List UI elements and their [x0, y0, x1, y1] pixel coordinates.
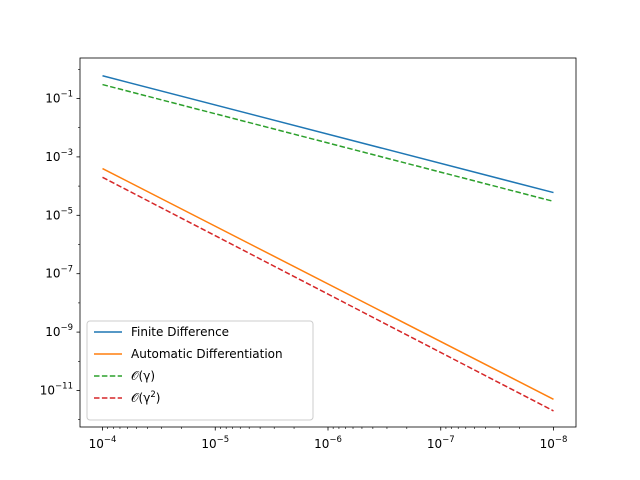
x-axis: 10−4 10−5 10−6 10−7 10−8: [89, 427, 568, 451]
x-tick-label: 10−6: [314, 435, 342, 451]
x-tick-label: 10−7: [427, 435, 455, 451]
x-tick-label: 10−4: [89, 435, 117, 451]
legend-label-3: 𝒪(γ): [131, 369, 155, 383]
series-line-4: [102, 176, 554, 412]
y-tick-label: 10−9: [45, 323, 73, 339]
plot-frame: [79, 57, 577, 428]
legend-label-1: Finite Difference: [131, 325, 229, 339]
x-tick-label: 10−5: [201, 435, 229, 451]
legend-label-2: Automatic Differentiation: [131, 347, 283, 361]
series-line-2: [102, 167, 554, 400]
legend-box: [86, 320, 314, 421]
x-tick-label: 10−8: [540, 435, 568, 451]
y-tick-label: 10−3: [45, 148, 73, 164]
series-layer: [102, 75, 554, 412]
y-tick-label: 10−7: [45, 265, 73, 281]
y-axis: 10−1 10−3 10−5 10−7 10−9 10−11: [40, 69, 80, 421]
y-tick-label: 10−5: [45, 206, 73, 222]
legend: Finite Difference Automatic Differentiati…: [86, 320, 314, 421]
legend-label-4: 𝒪(γ2): [131, 390, 160, 405]
series-line-3: [102, 83, 554, 203]
y-tick-label: 10−1: [45, 90, 73, 106]
y-tick-label: 10−11: [40, 382, 73, 398]
series-line-1: [102, 75, 554, 194]
